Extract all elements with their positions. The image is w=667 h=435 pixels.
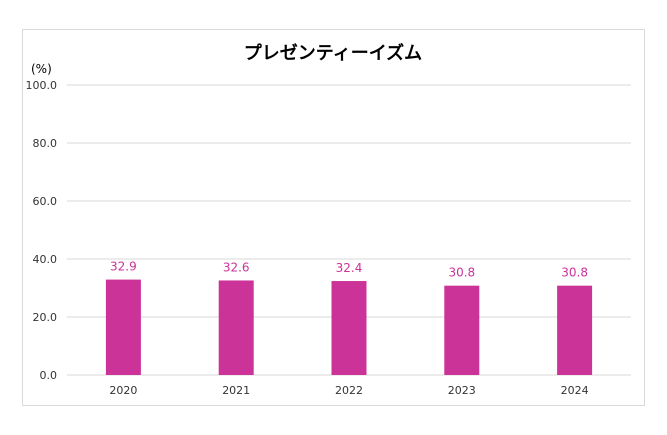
data-label-2020: 32.9 [110,260,137,274]
data-labels: 32.9 32.6 32.4 30.8 30.8 [110,260,588,280]
y-tick-label: 0.0 [40,369,58,382]
y-tick-label: 60.0 [33,195,58,208]
data-label-2022: 32.4 [336,261,363,275]
y-tick-label: 100.0 [26,79,58,92]
y-tick-label: 20.0 [33,311,58,324]
y-axis-ticks: 0.0 20.0 40.0 60.0 80.0 100.0 [26,79,58,382]
x-axis-ticks: 2020 2021 2022 2023 2024 [109,384,588,397]
chart-title: プレゼンティーイズム [244,42,422,64]
x-tick-label-2024: 2024 [561,384,589,397]
x-tick-label-2022: 2022 [335,384,363,397]
bar-2021 [218,280,254,375]
bar-2024 [557,285,593,375]
x-tick-label-2021: 2021 [222,384,250,397]
y-axis-unit-label: (%) [31,62,52,76]
y-tick-label: 40.0 [33,253,58,266]
gridlines [67,84,631,376]
y-tick-label: 80.0 [33,137,58,150]
data-label-2021: 32.6 [223,260,250,274]
bar-2022 [331,281,367,375]
data-label-2023: 30.8 [448,266,475,280]
x-tick-label-2020: 2020 [109,384,137,397]
bars [105,279,593,375]
data-label-2024: 30.8 [561,266,588,280]
bar-2023 [444,285,480,375]
x-tick-label-2023: 2023 [448,384,476,397]
bar-2020 [105,279,141,375]
